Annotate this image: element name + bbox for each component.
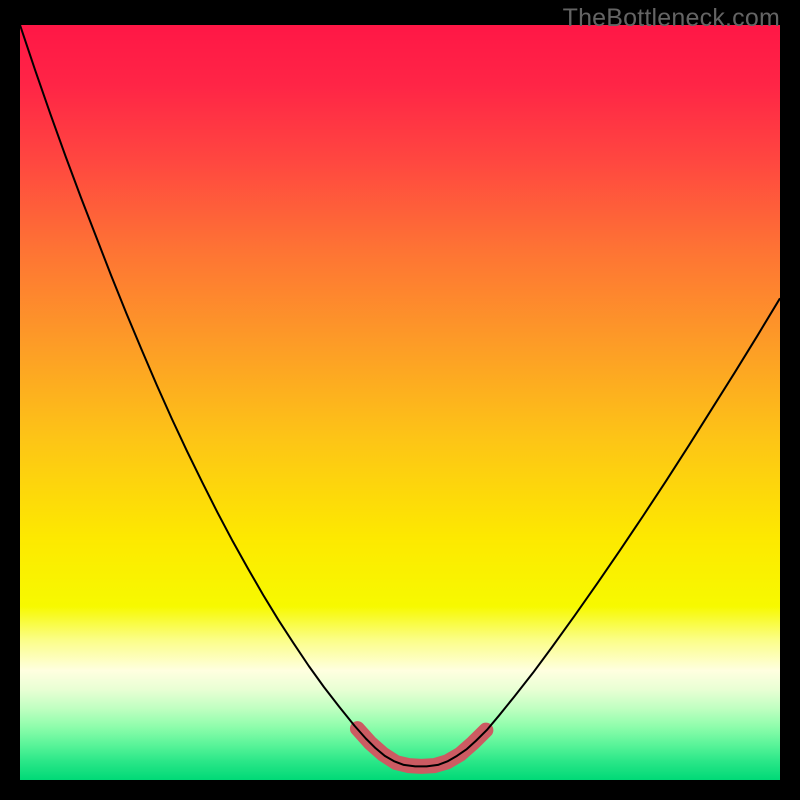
- plot-area: [20, 25, 780, 780]
- bottleneck-curve-chart: [20, 25, 780, 780]
- gradient-background: [20, 25, 780, 780]
- watermark-text: TheBottleneck.com: [563, 4, 780, 33]
- chart-canvas: TheBottleneck.com: [0, 0, 800, 800]
